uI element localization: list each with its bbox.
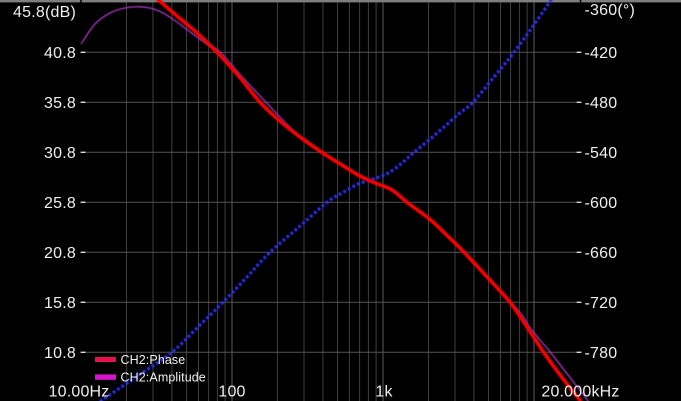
svg-text:-540: -540 [585, 145, 618, 162]
svg-text:-660: -660 [585, 245, 618, 262]
svg-text:25.8: 25.8 [44, 195, 76, 212]
svg-text:40.8: 40.8 [44, 45, 76, 62]
svg-text:35.8: 35.8 [44, 95, 76, 112]
svg-text:20.000kHz: 20.000kHz [541, 384, 619, 401]
svg-text:CH2:Phase: CH2:Phase [121, 353, 186, 367]
svg-text:15.8: 15.8 [44, 295, 76, 312]
svg-text:-360(°): -360(°) [585, 2, 635, 19]
svg-text:10.8: 10.8 [44, 345, 76, 362]
svg-text:10.00Hz: 10.00Hz [49, 384, 110, 401]
svg-text:-780: -780 [585, 345, 618, 362]
svg-text:1k: 1k [375, 384, 393, 401]
svg-text:100: 100 [218, 384, 245, 401]
svg-text:20.8: 20.8 [44, 245, 76, 262]
svg-text:-600: -600 [585, 195, 618, 212]
svg-text:45.8(dB): 45.8(dB) [13, 4, 76, 21]
svg-text:-420: -420 [585, 45, 618, 62]
svg-text:-480: -480 [585, 95, 618, 112]
svg-text:30.8: 30.8 [44, 145, 76, 162]
svg-text:-720: -720 [585, 295, 618, 312]
svg-text:CH2:Amplitude: CH2:Amplitude [121, 371, 206, 385]
